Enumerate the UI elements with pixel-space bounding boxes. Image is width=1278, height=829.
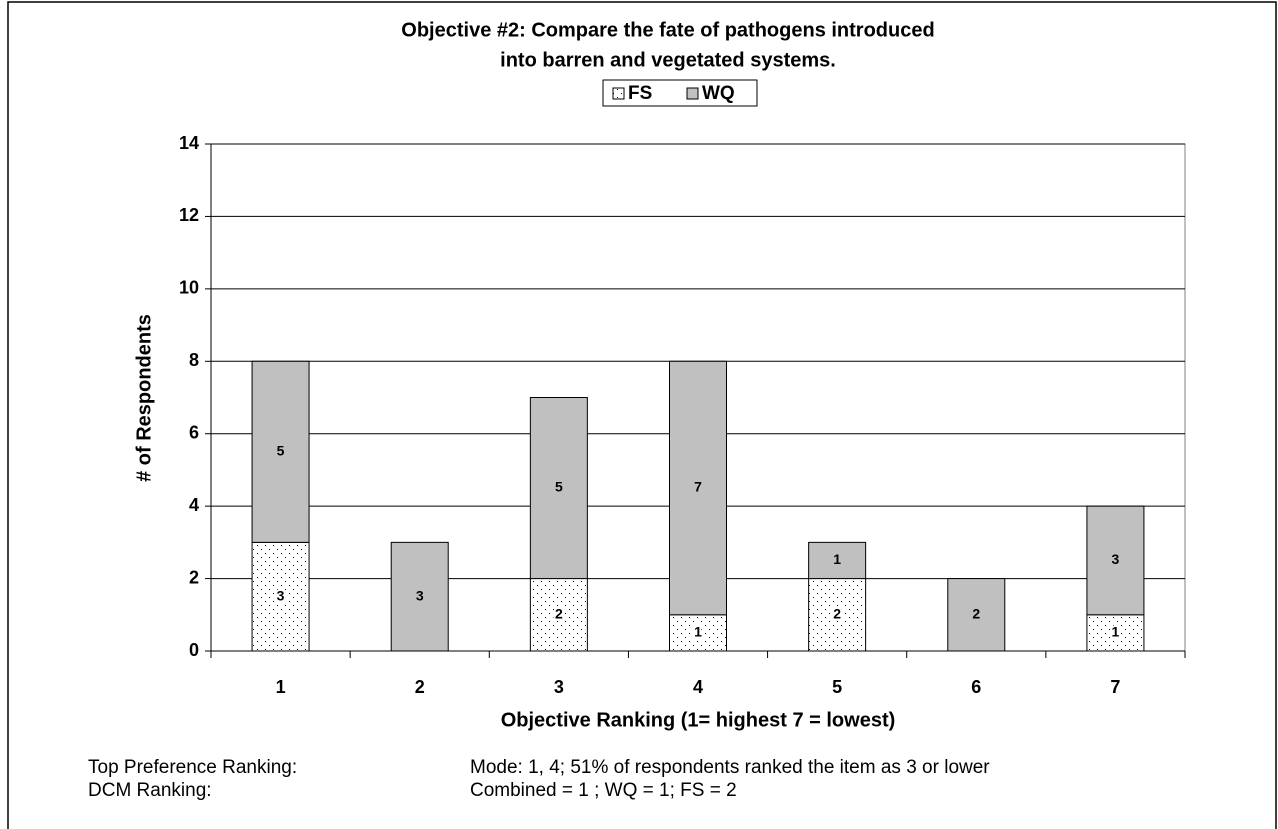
data-label: 1 (833, 551, 841, 567)
y-tick-label: 2 (189, 567, 199, 587)
data-label: 3 (1112, 551, 1120, 567)
note-label: Top Preference Ranking: (88, 757, 297, 778)
bar-segment (529, 578, 588, 652)
chart-title: Objective #2: Compare the fate of pathog… (401, 19, 934, 41)
x-tick-label: 3 (554, 677, 564, 697)
y-tick-label: 10 (179, 278, 199, 298)
data-label: 5 (277, 443, 285, 459)
note-label: DCM Ranking: (88, 780, 212, 801)
legend-swatch (612, 87, 625, 100)
data-label: 7 (694, 479, 702, 495)
bar-segment (251, 360, 310, 543)
y-tick-label: 8 (189, 350, 199, 370)
bar-segment (669, 614, 727, 652)
y-tick-label: 0 (189, 640, 199, 660)
y-tick-label: 4 (189, 495, 199, 515)
legend-label: WQ (702, 83, 735, 104)
legend-box (602, 79, 758, 107)
note-text: Combined = 1 ; WQ = 1; FS = 2 (470, 780, 737, 801)
bar-segment (390, 541, 449, 652)
data-label: 3 (277, 587, 285, 603)
bar-segment (947, 578, 1006, 652)
bar-segment (251, 541, 310, 652)
y-tick-label: 12 (179, 205, 199, 225)
data-label: 1 (694, 624, 702, 640)
x-tick-label: 6 (971, 677, 981, 697)
x-tick-label: 2 (415, 677, 425, 697)
bar-segment (529, 397, 588, 580)
data-label: 2 (833, 605, 841, 621)
bar-segment (808, 541, 867, 580)
bar-segment (669, 360, 727, 616)
x-tick-label: 4 (693, 677, 703, 697)
data-label: 5 (555, 479, 563, 495)
x-axis-label: Objective Ranking (1= highest 7 = lowest… (501, 709, 896, 731)
bar-segment (808, 578, 867, 652)
note-text: Mode: 1, 4; 51% of respondents ranked th… (470, 757, 990, 778)
y-tick-label: 14 (179, 133, 199, 153)
data-label: 1 (1112, 624, 1120, 640)
y-axis-label: # of Respondents (133, 314, 155, 482)
x-tick-label: 1 (276, 677, 286, 697)
data-label: 2 (555, 605, 563, 621)
bar-segment (1086, 505, 1145, 616)
x-tick-label: 5 (832, 677, 842, 697)
data-label: 2 (972, 605, 980, 621)
legend-label: FS (628, 83, 652, 104)
y-tick-label: 6 (189, 422, 199, 442)
chart-title: into barren and vegetated systems. (500, 49, 836, 71)
data-label: 3 (416, 587, 424, 603)
x-tick-label: 7 (1110, 677, 1120, 697)
legend-swatch (686, 87, 699, 100)
frame (7, 1, 1277, 829)
